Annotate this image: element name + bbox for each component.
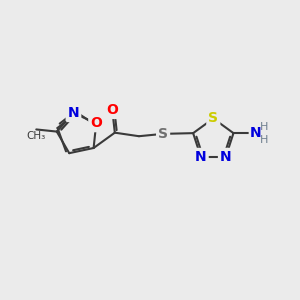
Text: N: N <box>68 106 79 120</box>
Text: N: N <box>250 126 262 140</box>
Text: CH₃: CH₃ <box>27 131 46 141</box>
Text: S: S <box>208 112 218 125</box>
Text: N: N <box>220 150 232 164</box>
Text: N: N <box>195 150 207 164</box>
Text: H: H <box>260 122 268 132</box>
Text: O: O <box>106 103 119 117</box>
Text: O: O <box>90 116 102 130</box>
Text: H: H <box>260 135 268 145</box>
Text: S: S <box>158 127 168 141</box>
